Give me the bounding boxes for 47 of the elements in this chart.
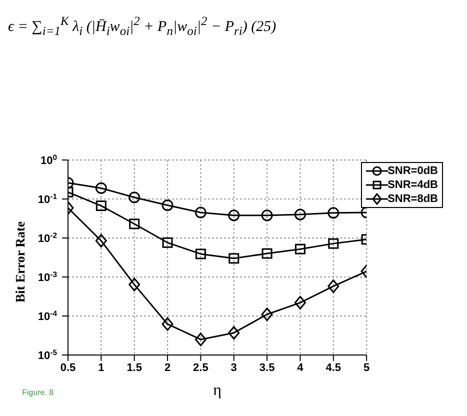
x-tick-label: 3.5 [259, 362, 275, 374]
point [95, 182, 107, 194]
point [195, 248, 206, 260]
point [162, 200, 174, 212]
point [262, 248, 272, 259]
point [128, 278, 140, 292]
point [128, 192, 140, 204]
x-tick-label: 4 [297, 362, 304, 374]
y-axis-title: Bit Error Rate [12, 221, 28, 302]
x-tick-label: 5 [364, 362, 370, 374]
x-tick-label: 2.5 [193, 362, 208, 374]
x-tick-label: 1.5 [126, 362, 142, 374]
x-tick-label: 0.5 [60, 362, 76, 374]
point [228, 326, 240, 340]
x-tick-label: 3 [230, 362, 237, 374]
point [129, 218, 140, 230]
point [194, 332, 206, 346]
point [261, 308, 273, 322]
legend-label: SNR=8dB [388, 193, 438, 205]
y-tick-label: 10$^{0}$ [40, 152, 57, 167]
y-tick-label: 10$^{-1}$ [38, 192, 58, 206]
point [162, 237, 173, 248]
point [261, 210, 273, 222]
point [328, 238, 339, 249]
y-tick-label: 10$^{-4}$ [38, 308, 58, 323]
legend-label: SNR=4dB [388, 179, 438, 191]
point [228, 210, 240, 222]
x-tick-label: 2 [164, 362, 171, 374]
point [294, 244, 306, 254]
y-tick-label: 10$^{-3}$ [38, 270, 57, 284]
point [95, 234, 107, 248]
point [96, 200, 106, 212]
x-tick-label: 4.5 [326, 362, 342, 374]
point [328, 207, 340, 219]
x-axis-title: η [213, 382, 222, 399]
x-tick-label: 1 [98, 362, 104, 374]
point [228, 253, 240, 264]
y-tick-label: 10$^{-2}$ [38, 230, 57, 245]
point [328, 279, 340, 293]
text: ϵ = ∑$_{i=1}$$^{K}$ λ$_{i}$ (|H̄$_{i}$w$_{oi}$|$^{2}$ + P$_{n}$|w$_{oi}$|$^{2}$ − P$_{ri}$) (25) [8, 14, 276, 38]
y-tick-label: 10$^{-5}$ [38, 348, 58, 362]
text: Figure. 8 [22, 388, 54, 397]
point [194, 206, 206, 218]
point [162, 317, 174, 331]
legend-label: SNR=0dB [388, 165, 438, 177]
point [294, 208, 306, 220]
point [294, 296, 306, 310]
